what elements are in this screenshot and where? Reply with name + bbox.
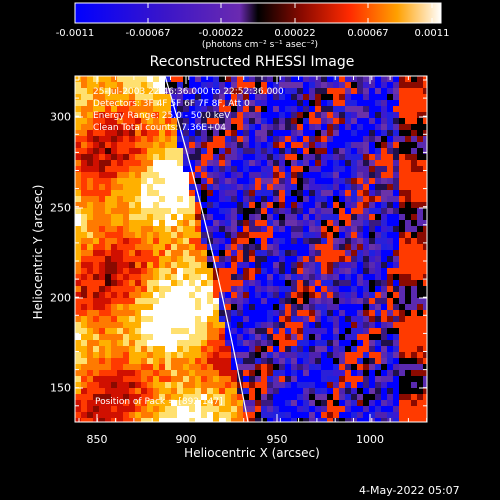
plot-frame bbox=[74, 75, 428, 423]
position-label: Position of Pack = [892,147] bbox=[95, 397, 223, 407]
x-tick-label: 1000 bbox=[356, 433, 384, 446]
flux-image bbox=[75, 76, 427, 422]
plot-title: Reconstructed RHESSI Image bbox=[149, 54, 355, 70]
x-tick-label: 900 bbox=[175, 433, 197, 446]
colorbar-tick-label: -0.0011 bbox=[55, 28, 95, 39]
x-tick-label: 850 bbox=[86, 433, 108, 446]
solar-limb bbox=[164, 76, 249, 422]
y-tick-label: 150 bbox=[50, 381, 71, 395]
x-axis-label: Heliocentric X (arcsec) bbox=[184, 446, 320, 460]
colorbar-ticks bbox=[74, 3, 433, 23]
info-energy-range: Energy Range: 25.0 - 50.0 keV bbox=[93, 111, 231, 121]
colorbar-tick-label: -0.00022 bbox=[198, 28, 244, 39]
colorbar-tick-label: 0.00022 bbox=[274, 28, 316, 39]
colorbar-tick-label: 0.0011 bbox=[414, 28, 450, 39]
y-tick-label: 250 bbox=[50, 201, 71, 215]
footer-date: 4-May-2022 05:07 bbox=[359, 484, 460, 497]
info-clean-counts: Clean Total counts: 7.36E+04 bbox=[93, 123, 226, 133]
y-axis-label: Heliocentric Y (arcsec) bbox=[31, 184, 45, 320]
y-tick-label: 300 bbox=[50, 110, 71, 124]
info-time-range: 25-Jul-2003 22:46:36.000 to 22:52:36.000 bbox=[93, 87, 284, 97]
colorbar-unit-label: (photons cm⁻² s⁻¹ asec⁻²) bbox=[201, 40, 319, 50]
x-tick-label: 950 bbox=[266, 433, 288, 446]
colorbar-tick-label: -0.00067 bbox=[125, 28, 171, 39]
axis-ticks bbox=[75, 76, 428, 422]
colorbar bbox=[74, 2, 442, 24]
y-tick-label: 200 bbox=[50, 291, 71, 305]
info-detectors: Detectors: 3F 4F 5F 6F 7F 8F, Att 0 bbox=[93, 99, 250, 109]
colorbar-tick-label: 0.00067 bbox=[347, 28, 389, 39]
